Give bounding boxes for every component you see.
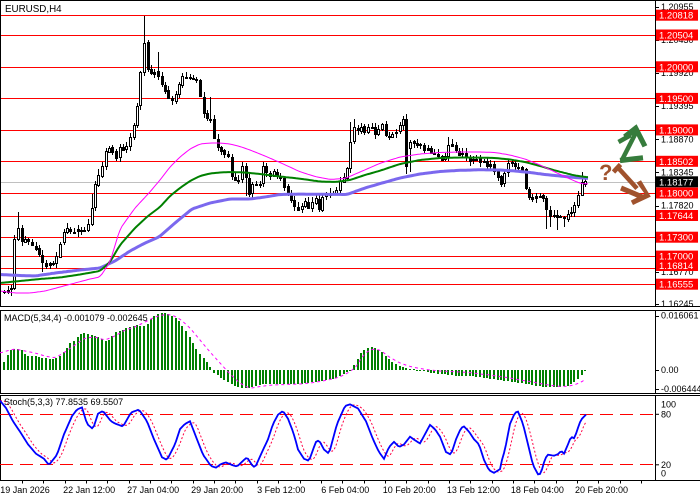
svg-text:80: 80: [661, 410, 671, 420]
svg-text:Stoch(5,3,3) 77.8535 69.5507: Stoch(5,3,3) 77.8535 69.5507: [4, 397, 123, 407]
svg-text:-0.006444: -0.006444: [661, 384, 700, 394]
svg-text:1.17300: 1.17300: [659, 233, 693, 244]
svg-text:27 Jan 04:00: 27 Jan 04:00: [127, 485, 179, 495]
svg-text:10 Feb 20:00: 10 Feb 20:00: [383, 485, 436, 495]
svg-text:?: ?: [599, 160, 612, 185]
svg-text:100: 100: [661, 400, 676, 410]
svg-text:3 Feb 12:00: 3 Feb 12:00: [257, 485, 305, 495]
svg-text:1.18177: 1.18177: [659, 177, 693, 188]
svg-text:1.18502: 1.18502: [659, 157, 693, 168]
svg-text:1.17000: 1.17000: [659, 252, 693, 263]
svg-text:22 Jan 12:00: 22 Jan 12:00: [63, 485, 115, 495]
svg-text:1.20504: 1.20504: [659, 31, 693, 42]
svg-text:19 Jan 2026: 19 Jan 2026: [0, 485, 50, 495]
svg-text:1.19000: 1.19000: [659, 125, 693, 136]
svg-text:6 Feb 04:00: 6 Feb 04:00: [321, 485, 369, 495]
svg-text:1.20000: 1.20000: [659, 62, 693, 73]
svg-text:0.016061: 0.016061: [661, 311, 699, 321]
svg-text:1.16245: 1.16245: [661, 299, 694, 309]
svg-text:1.18870: 1.18870: [661, 134, 694, 144]
svg-text:1.19395: 1.19395: [661, 101, 694, 111]
svg-text:1.20955: 1.20955: [661, 2, 694, 12]
svg-text:1.18345: 1.18345: [661, 168, 694, 178]
svg-text:EURUSD,H4: EURUSD,H4: [5, 4, 62, 15]
svg-text:1.17820: 1.17820: [661, 201, 694, 211]
svg-text:29 Jan 20:00: 29 Jan 20:00: [191, 485, 243, 495]
svg-text:13 Feb 12:00: 13 Feb 12:00: [447, 485, 500, 495]
svg-text:0: 0: [661, 468, 666, 478]
svg-text:MACD(5,34,4) -0.001079 -0.0026: MACD(5,34,4) -0.001079 -0.002645: [4, 313, 148, 323]
svg-text:20 Feb 20:00: 20 Feb 20:00: [575, 485, 628, 495]
svg-text:18 Feb 04:00: 18 Feb 04:00: [511, 485, 564, 495]
svg-text:1.19500: 1.19500: [659, 94, 693, 105]
svg-text:1.20818: 1.20818: [659, 11, 693, 22]
svg-text:1.16770: 1.16770: [661, 267, 694, 277]
svg-text:20: 20: [661, 460, 671, 470]
svg-text:1.16814: 1.16814: [659, 261, 693, 272]
svg-text:1.17644: 1.17644: [659, 211, 693, 222]
svg-text:1.18000: 1.18000: [659, 189, 693, 200]
svg-text:1.19920: 1.19920: [661, 68, 694, 78]
svg-text:1.16555: 1.16555: [659, 280, 693, 291]
svg-text:0.00: 0.00: [661, 365, 679, 375]
